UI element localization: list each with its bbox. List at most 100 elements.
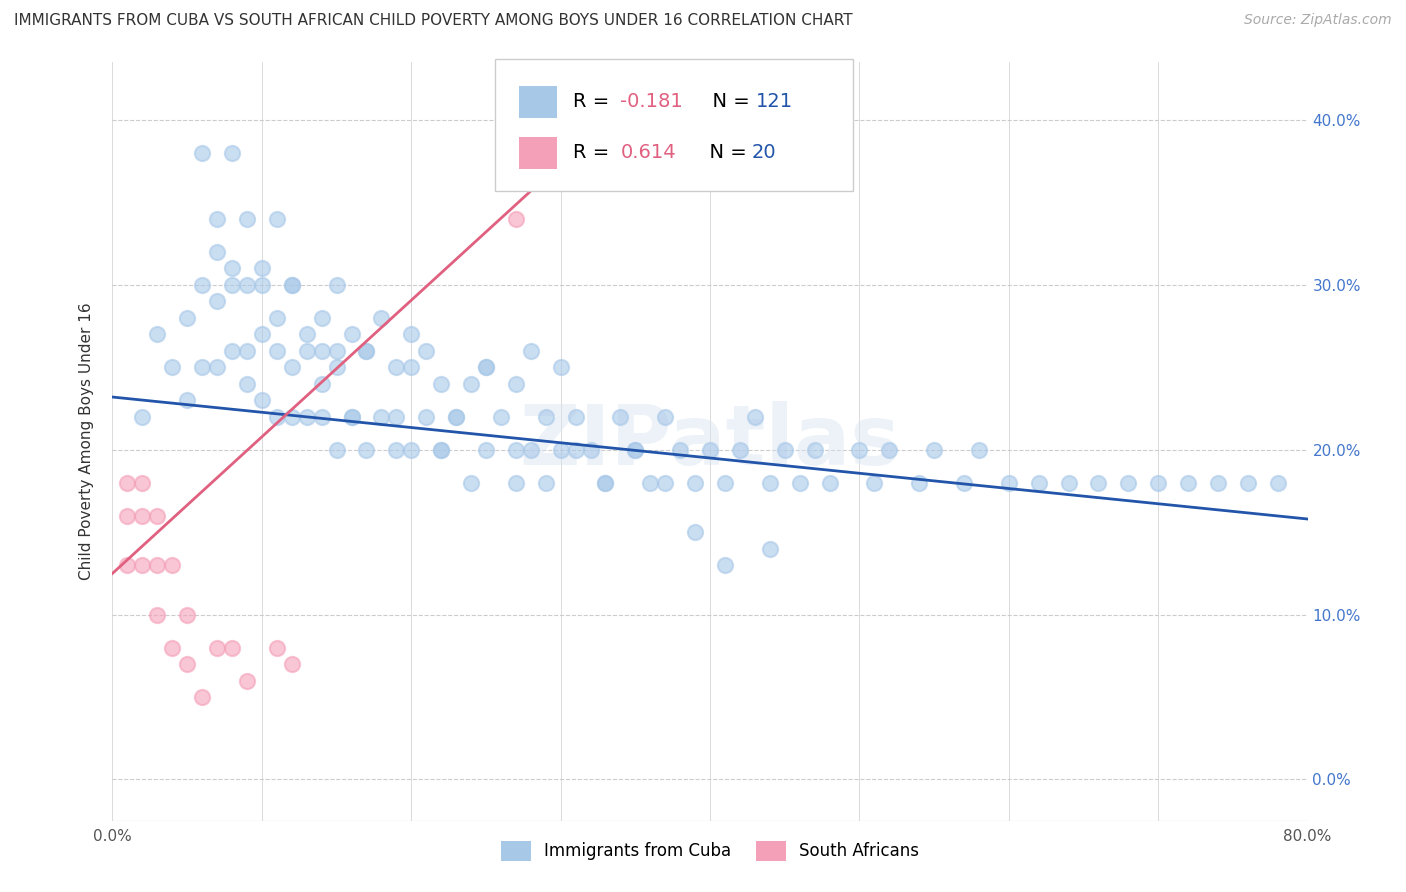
Point xyxy=(1028,475,1050,490)
Point xyxy=(266,409,288,424)
Point xyxy=(401,360,423,375)
Point xyxy=(922,442,945,457)
Point xyxy=(505,376,527,391)
Point xyxy=(131,558,153,573)
Point xyxy=(370,409,392,424)
Point xyxy=(340,409,363,424)
Point xyxy=(325,343,347,358)
Point xyxy=(191,277,214,292)
Point xyxy=(789,475,811,490)
Point xyxy=(281,277,304,292)
Point xyxy=(505,442,527,457)
Point xyxy=(595,475,617,490)
Point xyxy=(401,442,423,457)
Point xyxy=(640,475,662,490)
Point xyxy=(489,409,512,424)
Point xyxy=(250,277,273,292)
Point xyxy=(117,558,139,573)
Point xyxy=(953,475,976,490)
Point xyxy=(370,310,392,325)
Point xyxy=(385,442,408,457)
Point xyxy=(475,442,498,457)
Point xyxy=(714,558,737,573)
Point xyxy=(236,673,259,688)
Point xyxy=(654,409,676,424)
Point xyxy=(295,343,318,358)
Point xyxy=(475,360,498,375)
Legend: Immigrants from Cuba, South Africans: Immigrants from Cuba, South Africans xyxy=(492,832,928,869)
Point xyxy=(505,212,527,227)
Text: Source: ZipAtlas.com: Source: ZipAtlas.com xyxy=(1244,13,1392,28)
Point xyxy=(221,277,243,292)
Point xyxy=(117,475,139,490)
Point xyxy=(385,409,408,424)
Point xyxy=(266,343,288,358)
Point xyxy=(550,442,572,457)
Point xyxy=(460,475,482,490)
Point xyxy=(325,442,347,457)
Point xyxy=(908,475,931,490)
Point xyxy=(1087,475,1109,490)
Point xyxy=(848,442,870,457)
Point xyxy=(176,310,198,325)
Text: R =: R = xyxy=(572,143,614,162)
Point xyxy=(430,376,453,391)
Y-axis label: Child Poverty Among Boys Under 16: Child Poverty Among Boys Under 16 xyxy=(79,302,94,581)
Point xyxy=(534,475,557,490)
Point xyxy=(162,360,183,375)
Point xyxy=(131,508,153,523)
Point xyxy=(221,640,243,655)
Point xyxy=(1147,475,1170,490)
Point xyxy=(683,525,706,540)
Point xyxy=(221,146,243,161)
Point xyxy=(683,475,706,490)
Point xyxy=(221,261,243,276)
Point xyxy=(131,475,153,490)
Point xyxy=(266,640,288,655)
Point xyxy=(236,376,259,391)
Point xyxy=(236,277,259,292)
Point xyxy=(281,360,304,375)
Point xyxy=(401,327,423,342)
Point xyxy=(609,409,631,424)
Point xyxy=(311,310,333,325)
Point xyxy=(520,343,543,358)
Text: R =: R = xyxy=(572,93,614,112)
Point xyxy=(579,442,602,457)
Point xyxy=(415,343,437,358)
Point xyxy=(460,376,482,391)
Point xyxy=(1237,475,1260,490)
Point xyxy=(863,475,886,490)
Point xyxy=(146,558,169,573)
Point xyxy=(669,442,692,457)
Point xyxy=(191,690,214,704)
Point xyxy=(1057,475,1080,490)
Point xyxy=(281,657,304,671)
Point xyxy=(146,327,169,342)
Point xyxy=(759,475,782,490)
Point xyxy=(520,442,543,457)
Point xyxy=(295,409,318,424)
Point xyxy=(624,442,647,457)
Point xyxy=(967,442,990,457)
Point xyxy=(550,360,572,375)
Point xyxy=(356,442,378,457)
Point xyxy=(564,442,586,457)
Point xyxy=(311,409,333,424)
FancyBboxPatch shape xyxy=(519,136,557,169)
Text: -0.181: -0.181 xyxy=(620,93,683,112)
Text: ZIPatlas: ZIPatlas xyxy=(520,401,900,482)
Point xyxy=(998,475,1021,490)
Point xyxy=(146,607,169,622)
Point xyxy=(250,327,273,342)
Point xyxy=(430,442,453,457)
Point xyxy=(1177,475,1199,490)
Point xyxy=(162,558,183,573)
Point xyxy=(281,409,304,424)
Point xyxy=(699,442,721,457)
Point xyxy=(803,442,825,457)
Point xyxy=(759,541,782,556)
Point xyxy=(415,409,437,424)
Point xyxy=(1267,475,1289,490)
Text: 0.614: 0.614 xyxy=(620,143,676,162)
